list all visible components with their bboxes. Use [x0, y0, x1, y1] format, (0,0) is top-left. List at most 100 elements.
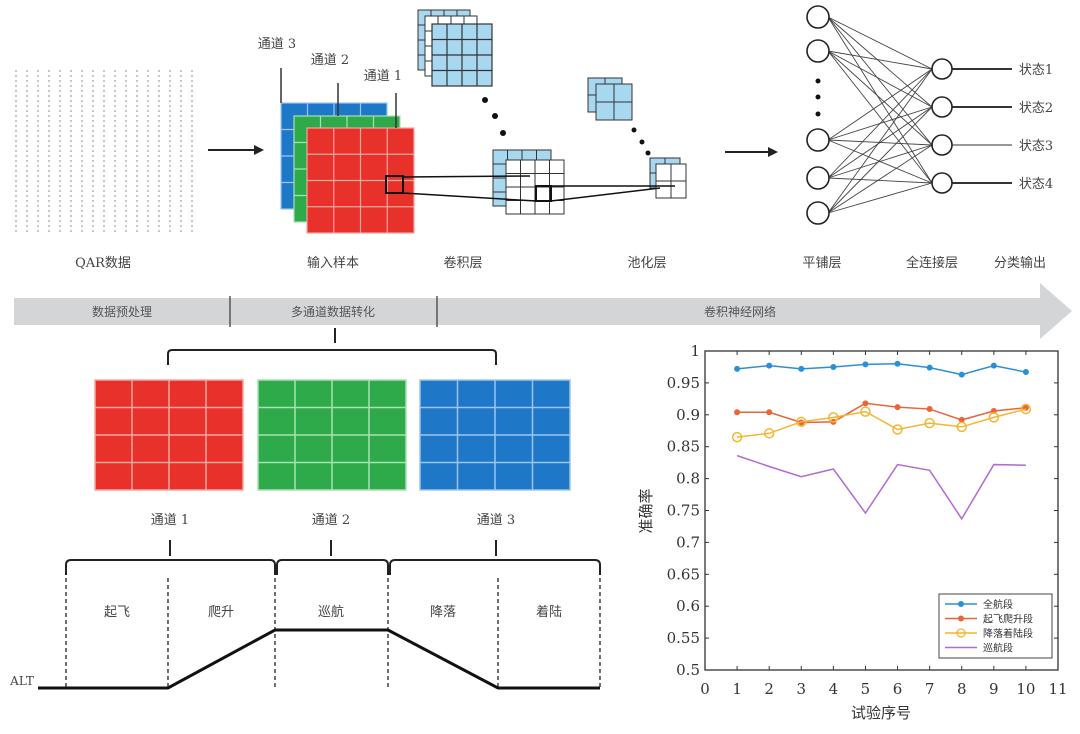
nn-connection: [827, 68, 933, 214]
y-tick-label: 0.85: [667, 438, 700, 456]
altitude-profile: [38, 628, 600, 690]
data-point: [958, 371, 965, 378]
qar-data-table: [15, 70, 193, 232]
pool-window: [535, 185, 552, 202]
brace-channel-2: [276, 559, 389, 575]
channel-1-grid: [94, 379, 244, 491]
pool-map-top-2: [595, 83, 633, 121]
x-tick-label: 5: [861, 680, 871, 698]
fc-neuron: [931, 96, 953, 118]
x-tick-label: 6: [893, 680, 903, 698]
nn-connection: [827, 16, 933, 70]
data-point: [734, 365, 741, 372]
nn-connection: [827, 182, 933, 214]
fc-layer-label: 全连接层: [906, 255, 958, 271]
data-point: [862, 400, 869, 407]
projection-line: [402, 175, 531, 178]
alt-axis-label: ALT: [9, 674, 34, 688]
data-point: [926, 406, 933, 413]
channel-label-2: 通道 2: [311, 53, 349, 68]
x-tick-label: 8: [957, 680, 967, 698]
series-line-2: [737, 402, 1026, 424]
ellipsis-dot: [815, 78, 821, 84]
data-point: [796, 416, 807, 428]
output-label: 分类输出: [994, 255, 1046, 271]
nn-connection: [827, 106, 933, 214]
ellipsis-dot: [815, 94, 821, 100]
channel-2-grid: [257, 379, 407, 491]
x-tick-label: 0: [700, 680, 710, 698]
channel-label-3: 通道 3: [258, 37, 296, 52]
data-point: [766, 362, 773, 369]
phase-landing: 着陆: [536, 604, 562, 620]
x-axis-label: 试验序号: [851, 704, 911, 722]
nn-connection: [827, 16, 933, 146]
fc-neuron: [931, 58, 953, 80]
state-2-label: 状态2: [1019, 101, 1053, 116]
legend-marker: [958, 601, 964, 607]
data-point: [1020, 403, 1032, 415]
data-point: [830, 363, 837, 370]
nn-connection: [827, 50, 933, 146]
x-tick-label: 7: [925, 680, 935, 698]
data-point: [894, 404, 901, 411]
legend-label: 降落着陆段: [983, 627, 1033, 640]
flatten-neuron: [806, 39, 830, 63]
flatten-layer-label: 平铺层: [802, 256, 841, 271]
data-point: [988, 412, 1000, 423]
phase-takeoff: 起飞: [104, 605, 130, 620]
legend-label: 巡航段: [983, 642, 1013, 655]
projection-line: [550, 187, 661, 202]
data-point: [990, 362, 997, 369]
arrow-to-flatten-head: [768, 147, 778, 157]
fc-neuron: [931, 172, 953, 194]
state-1-label: 状态1: [1019, 63, 1053, 78]
channel-2-caption: 通道 2: [312, 513, 350, 528]
legend-marker: [956, 628, 966, 638]
y-tick-label: 0.65: [667, 565, 700, 583]
y-tick-label: 0.9: [676, 406, 700, 424]
phase-climb: 爬升: [208, 605, 234, 620]
channel-3-caption: 通道 3: [477, 513, 515, 528]
legend-label: 全航段: [983, 598, 1013, 611]
state-3-label: 状态3: [1019, 139, 1053, 154]
nn-connection: [827, 68, 933, 179]
flatten-neuron: [806, 201, 830, 225]
flatten-neuron: [806, 5, 830, 29]
fc-neuron: [931, 134, 953, 156]
data-point: [798, 365, 805, 372]
flatten-neuron: [806, 166, 830, 190]
x-tick-label: 2: [764, 680, 774, 698]
nn-connection: [827, 177, 933, 184]
y-axis-label: 准确率: [637, 488, 655, 533]
nn-connection: [827, 144, 933, 214]
x-tick-label: 1: [732, 680, 742, 698]
data-point: [1022, 369, 1029, 376]
arrow-to-input-head: [254, 145, 264, 155]
x-tick-label: 3: [796, 680, 806, 698]
y-tick-label: 0.6: [676, 597, 700, 615]
projection-line: [402, 192, 537, 202]
nn-connection: [827, 50, 933, 184]
nn-connection: [827, 106, 933, 179]
kernel-window: [385, 175, 404, 194]
data-point: [860, 406, 871, 417]
series-line-4: [736, 454, 1026, 521]
phase-descent: 降落: [430, 605, 456, 620]
brace-channel-1: [65, 559, 276, 575]
pool-map-bottom-2: [655, 163, 687, 199]
conv-layer-label: 卷积层: [443, 255, 482, 271]
data-point: [894, 360, 901, 367]
conv-map-top-3: [431, 23, 493, 87]
y-tick-label: 0.5: [676, 661, 700, 679]
nn-connection: [827, 144, 933, 179]
channel-bracket: [167, 328, 497, 365]
brace-stem: [169, 540, 497, 556]
legend-label: 起飞爬升段: [983, 613, 1033, 626]
x-tick-label: 4: [829, 680, 839, 698]
channel-label-1: 通道 1: [364, 69, 402, 84]
data-point: [766, 409, 773, 416]
data-point: [763, 428, 775, 439]
band-preprocess: 数据预处理: [92, 304, 152, 319]
